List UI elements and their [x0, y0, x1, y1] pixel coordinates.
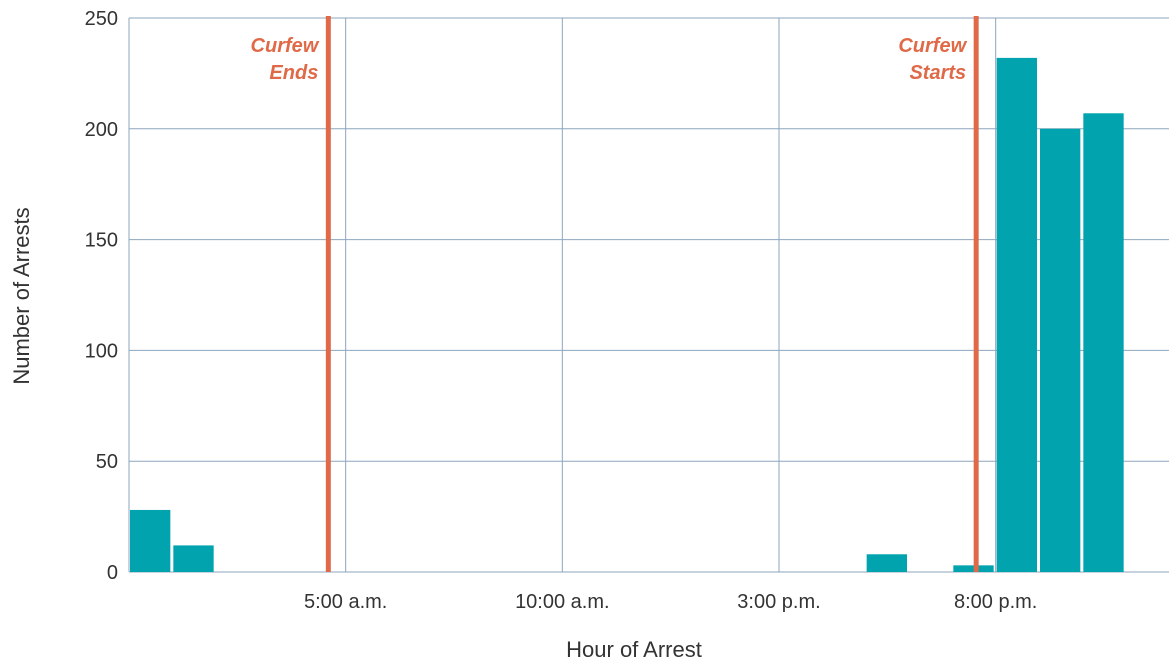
curfew-label: Curfew [898, 35, 967, 57]
bar [996, 57, 1037, 572]
bar [1083, 113, 1124, 573]
curfew-label: Starts [909, 62, 966, 84]
x-axis-ticks: 5:00 a.m. 10:00 a.m. 3:00 p.m. 8:00 p.m. [304, 591, 1037, 613]
bar [953, 565, 994, 572]
x-tick-label: 8:00 p.m. [954, 591, 1037, 613]
y-tick-label: 0 [107, 562, 118, 584]
y-tick-label: 50 [96, 451, 118, 473]
bar [1040, 128, 1081, 573]
y-tick-label: 100 [85, 340, 118, 362]
bar [130, 509, 171, 572]
x-tick-label: 10:00 a.m. [515, 591, 610, 613]
curfew-annotations: Curfew Ends Curfew Starts [251, 16, 979, 572]
bar [866, 554, 907, 572]
bar [173, 545, 214, 572]
x-tick-label: 3:00 p.m. [737, 591, 820, 613]
y-tick-label: 150 [85, 230, 118, 252]
curfew-label: Ends [269, 62, 318, 84]
y-tick-label: 200 [85, 119, 118, 141]
y-tick-label: 250 [85, 8, 118, 30]
y-axis-ticks: 0 50 100 150 200 250 [85, 8, 118, 584]
x-tick-label: 5:00 a.m. [304, 591, 387, 613]
curfew-label: Curfew [251, 35, 320, 57]
chart-grid [128, 17, 1169, 573]
bar-series [130, 57, 1124, 573]
y-axis-title: Number of Arrests [9, 207, 34, 384]
x-axis-title: Hour of Arrest [566, 637, 702, 662]
